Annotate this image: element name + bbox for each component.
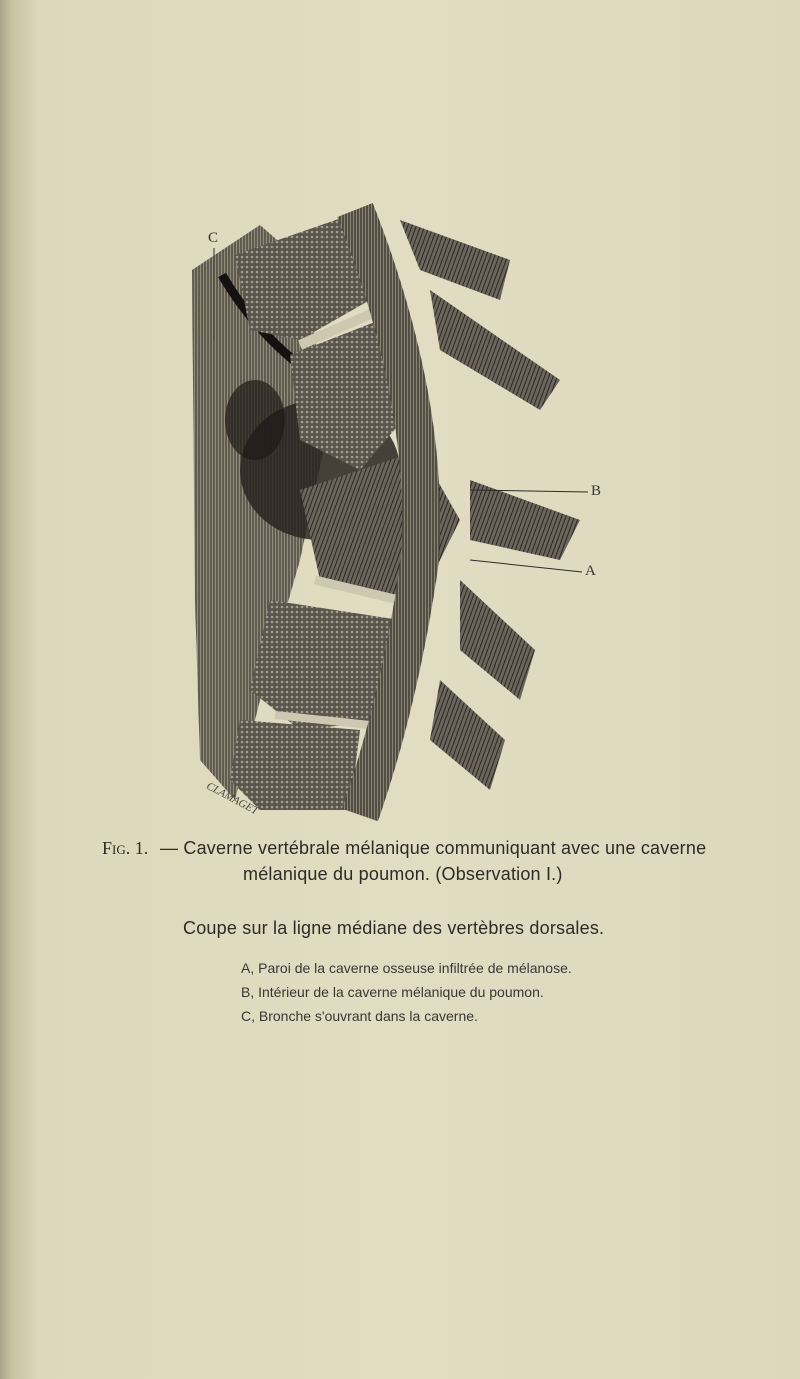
figure-label: Fig. 1. [102,838,149,858]
legend-item: B, Intérieur de la caverne mélanique du … [241,984,544,1000]
caption-line: mélanique du poumon. (Observation I.) [243,864,563,884]
caption-line: — Caverne vertébrale mélanique communiqu… [160,838,707,858]
legend-item: A, Paroi de la caverne osseuse infiltrée… [241,960,572,976]
label-c: C [208,230,219,246]
label-b: B [591,483,602,499]
caption-subtitle: Coupe sur la ligne médiane des vertèbres… [183,918,605,938]
legend-item: C, Bronche s'ouvrant dans la caverne. [241,1008,478,1024]
label-a: A [585,563,596,579]
